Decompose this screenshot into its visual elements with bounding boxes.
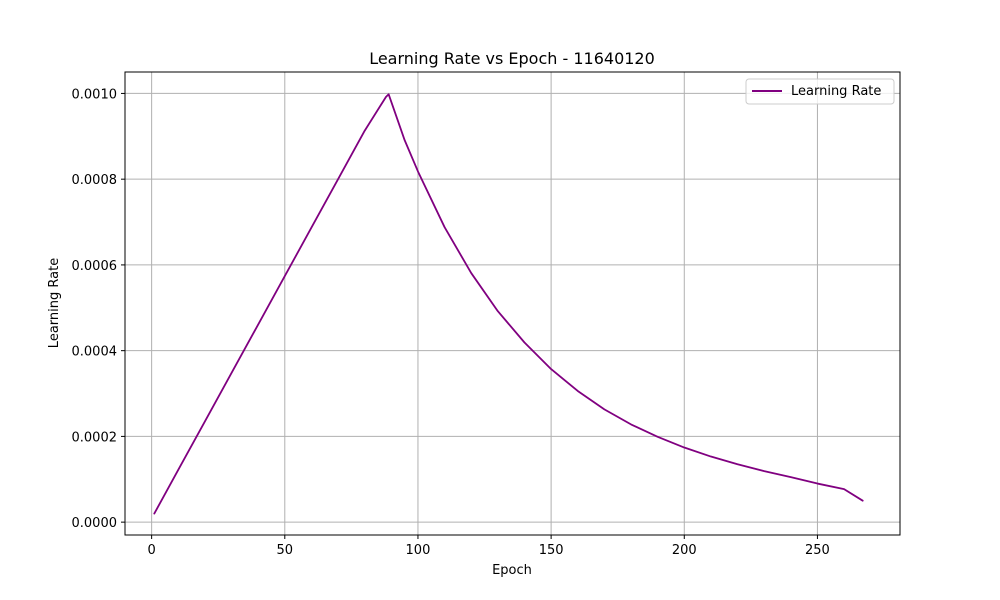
y-axis-label: Learning Rate (47, 258, 62, 348)
x-tick-label: 150 (539, 543, 564, 558)
x-axis-ticks: 0 50 100 150 200 250 (147, 535, 830, 558)
legend: Learning Rate (745, 78, 895, 105)
grid (125, 72, 900, 535)
plot-frame (124, 71, 901, 536)
legend-box (745, 78, 895, 105)
y-tick-label: 0.0000 (72, 516, 118, 531)
x-tick-label: 50 (277, 543, 294, 558)
x-tick-label: 100 (406, 543, 431, 558)
series-layer (153, 93, 864, 515)
x-tick-label: 200 (672, 543, 697, 558)
chart-title: Learning Rate vs Epoch - 11640120 (369, 49, 655, 68)
y-tick-label: 0.0004 (72, 345, 118, 360)
x-tick-label: 250 (805, 543, 830, 558)
y-tick-label: 0.0010 (72, 87, 118, 102)
series-line-learning-rate (153, 93, 864, 515)
x-axis-label: Epoch (492, 563, 532, 578)
legend-label-learning-rate: Learning Rate (791, 84, 881, 99)
y-tick-label: 0.0002 (72, 430, 118, 445)
y-tick-label: 0.0008 (72, 173, 118, 188)
y-tick-label: 0.0006 (72, 259, 118, 274)
y-axis-ticks: 0.0000 0.0002 0.0004 0.0006 0.0008 0.0010 (72, 87, 125, 531)
x-tick-label: 0 (147, 543, 155, 558)
